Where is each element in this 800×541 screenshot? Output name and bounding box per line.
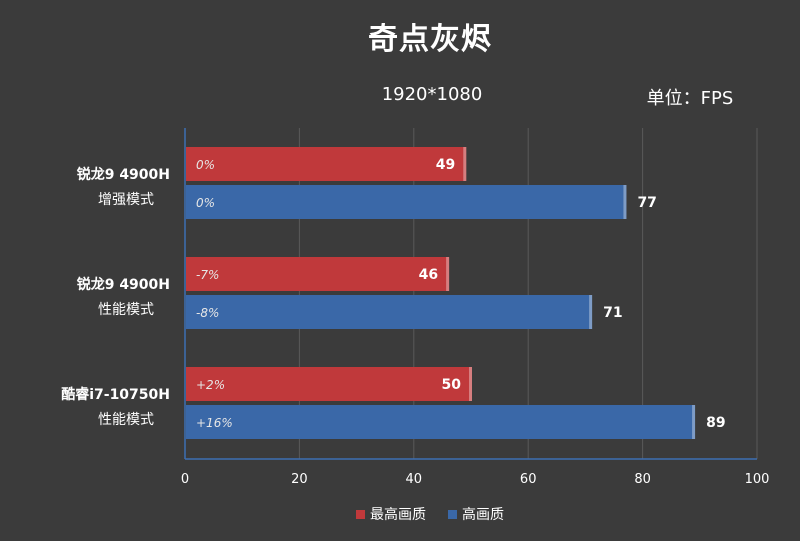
category-label-line2: 性能模式 bbox=[98, 412, 154, 428]
x-tick-label: 100 bbox=[745, 472, 770, 487]
x-tick-label: 80 bbox=[634, 472, 651, 487]
value-label: 49 bbox=[436, 157, 455, 173]
bar bbox=[186, 257, 450, 291]
x-tick-label: 40 bbox=[406, 472, 423, 487]
category-label-line1: 锐龙9 4900H bbox=[77, 276, 170, 293]
chart-subtitle: 1920*1080 bbox=[381, 84, 483, 105]
x-tick-label: 20 bbox=[291, 472, 308, 487]
bar bbox=[186, 405, 696, 439]
bar-edge bbox=[469, 367, 472, 401]
bar bbox=[186, 147, 467, 181]
category-label-line1: 酷睿i7-10750H bbox=[61, 386, 170, 403]
bar-edge bbox=[692, 405, 696, 439]
percent-label: +2% bbox=[196, 378, 225, 392]
value-label: 50 bbox=[442, 377, 462, 393]
x-tick-label: 60 bbox=[520, 472, 537, 487]
legend-item-series-2: 高画质 bbox=[448, 504, 504, 524]
percent-label: 0% bbox=[196, 196, 215, 210]
percent-label: +16% bbox=[196, 416, 233, 430]
bar-edge bbox=[446, 257, 450, 291]
legend: 最高画质 高画质 bbox=[0, 504, 800, 524]
bar-edge bbox=[589, 295, 593, 329]
category-label-line1: 锐龙9 4900H bbox=[77, 166, 170, 183]
unit-label: 单位：FPS bbox=[646, 88, 734, 109]
bar bbox=[186, 295, 593, 329]
percent-label: -7% bbox=[196, 268, 219, 282]
legend-label-series-2: 高画质 bbox=[462, 507, 504, 523]
value-label: 46 bbox=[419, 267, 438, 283]
x-tick-label: 0 bbox=[181, 472, 189, 487]
percent-label: -8% bbox=[196, 306, 219, 320]
bar-edge bbox=[623, 185, 627, 219]
bar-edge bbox=[463, 147, 467, 181]
category-label-line2: 性能模式 bbox=[98, 302, 154, 318]
legend-label-series-1: 最高画质 bbox=[370, 507, 426, 523]
value-label: 77 bbox=[637, 195, 656, 211]
percent-label: 0% bbox=[196, 158, 215, 172]
category-label-line2: 增强模式 bbox=[98, 192, 154, 208]
value-label: 89 bbox=[706, 415, 725, 431]
value-label: 71 bbox=[603, 305, 622, 321]
legend-swatch-series-2 bbox=[448, 509, 457, 519]
chart-title: 奇点灰烬 bbox=[368, 22, 492, 57]
legend-item-series-1: 最高画质 bbox=[356, 504, 426, 524]
bar bbox=[186, 185, 627, 219]
legend-swatch-series-1 bbox=[356, 509, 365, 519]
bar bbox=[186, 367, 472, 401]
